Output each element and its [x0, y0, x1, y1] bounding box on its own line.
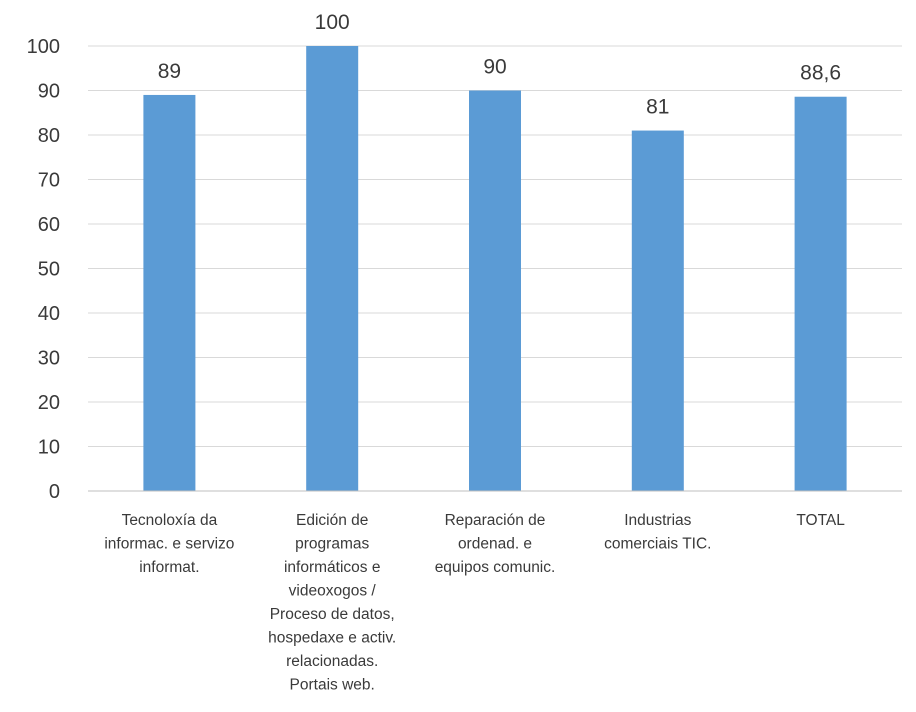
bar [631, 130, 684, 492]
x-tick-label: Tecnoloxía da informac. e servizo informat… [104, 512, 234, 576]
bar [143, 94, 196, 491]
y-tick-label: 100 [27, 36, 60, 58]
data-label: 89 [158, 60, 181, 83]
bar [794, 96, 847, 491]
data-label: 100 [315, 11, 350, 34]
data-labels: 89 100 90 81 88,6 [158, 11, 841, 119]
y-tick-label: 60 [38, 214, 60, 236]
y-tick-label: 10 [38, 437, 60, 459]
y-tick-label: 0 [49, 481, 60, 503]
y-tick-label: 70 [38, 170, 60, 192]
y-tick-label: 30 [38, 348, 60, 370]
x-tick-label: Industrias comerciais TIC. [604, 512, 711, 553]
y-axis-tick-labels: 0 10 20 30 40 50 60 70 80 90 100 [27, 36, 60, 503]
y-tick-label: 20 [38, 392, 60, 414]
data-label: 90 [483, 56, 506, 79]
y-tick-label: 80 [38, 125, 60, 147]
y-tick-label: 40 [38, 303, 60, 325]
data-label: 88,6 [800, 62, 841, 85]
bar [306, 46, 359, 491]
bar [469, 90, 521, 491]
x-tick-label: Edición de programas informáticos e videoxo… [268, 512, 396, 694]
x-axis-category-labels: Tecnoloxía da informac. e servizo informat… [104, 512, 845, 694]
bars [143, 46, 847, 492]
data-label: 81 [646, 96, 669, 119]
x-tick-label: TOTAL [796, 512, 845, 529]
y-tick-label: 90 [38, 81, 60, 103]
x-tick-label: Reparación de ordenad. e equipos comunic. [435, 512, 556, 576]
y-tick-label: 50 [38, 259, 60, 281]
